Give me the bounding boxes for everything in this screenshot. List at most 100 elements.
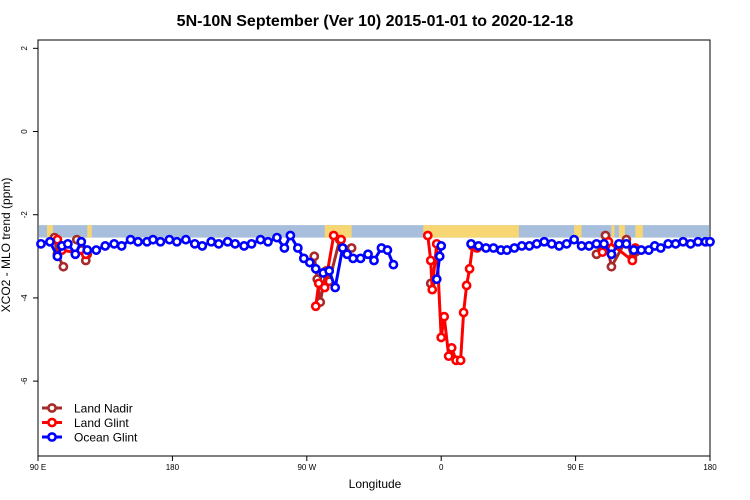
data-point (206, 236, 217, 247)
data-point (636, 245, 647, 255)
data-point (171, 236, 182, 247)
y-axis-label: XCO2 - MLO trend (ppm) (0, 178, 13, 313)
data-point (36, 238, 46, 249)
legend-marker (47, 403, 57, 413)
series-layer (36, 230, 715, 366)
data-point (76, 236, 87, 247)
data-point (222, 236, 233, 247)
data-point (58, 261, 69, 272)
plot-frame (37, 39, 711, 457)
data-point (621, 238, 632, 249)
data-point (481, 243, 491, 253)
x-tick-label: 90 W (297, 463, 316, 472)
data-point (324, 265, 335, 276)
data-point (272, 232, 282, 243)
land-segment (611, 225, 615, 238)
data-point (431, 274, 442, 285)
data-point (531, 238, 542, 249)
legend-label: Land Nadir (74, 402, 133, 416)
data-point (678, 236, 689, 247)
series-line (426, 235, 478, 362)
data-point (369, 255, 379, 266)
data-point (133, 236, 143, 247)
data-point (434, 251, 445, 262)
data-point (310, 301, 321, 312)
data-point (239, 241, 249, 251)
data-point (82, 245, 93, 255)
land-segment (574, 225, 582, 238)
x-tick-label: 0 (439, 463, 444, 472)
data-point (255, 234, 266, 245)
background-band (39, 225, 709, 238)
data-point (70, 249, 81, 260)
data-point (546, 238, 557, 249)
data-point (685, 238, 696, 249)
data-point (524, 241, 535, 251)
data-point (246, 238, 257, 249)
data-point (436, 332, 447, 343)
ocean-band (39, 225, 709, 238)
land-segment (423, 225, 519, 238)
data-point (705, 236, 715, 247)
data-point (109, 238, 120, 249)
data-point (164, 234, 175, 245)
chart-title: 5N-10N September (Ver 10) 2015-01-01 to … (177, 13, 574, 30)
data-point (539, 236, 550, 247)
data-point (304, 257, 315, 268)
legend-label: Land Glint (74, 416, 129, 430)
data-point (455, 355, 466, 366)
data-point (279, 243, 290, 253)
data-point (125, 234, 136, 245)
data-point (116, 241, 127, 251)
data-point (466, 238, 476, 249)
data-point (443, 351, 454, 362)
series-ocean-glint (36, 230, 715, 293)
data-point (606, 261, 617, 272)
data-point (436, 241, 447, 251)
data-point (561, 238, 572, 249)
legend-marker (47, 417, 57, 428)
data-point (100, 241, 111, 251)
data-point (285, 230, 296, 241)
data-point (355, 253, 366, 264)
data-point (52, 251, 63, 262)
data-point (348, 253, 358, 264)
land-segment (635, 225, 643, 238)
data-point (425, 255, 436, 266)
data-point (614, 238, 624, 249)
data-point (319, 282, 330, 293)
data-point (363, 249, 373, 260)
data-point (213, 238, 224, 249)
y-axis: 2 0 -2 -4 -6 (20, 46, 38, 385)
x-tick-label: 90 E (30, 463, 46, 472)
land-segment (46, 225, 53, 238)
data-point (346, 243, 357, 253)
data-point (439, 311, 450, 322)
data-point (599, 238, 609, 249)
y-tick-label: -6 (20, 377, 29, 385)
plot-area (36, 39, 715, 457)
land-segment (618, 225, 625, 238)
data-point (388, 259, 399, 270)
data-point (148, 234, 158, 245)
x-axis-label: Longitude (349, 477, 402, 491)
x-tick-label: 180 (166, 463, 180, 472)
data-point (309, 251, 320, 262)
data-point (328, 230, 339, 241)
data-point (62, 238, 73, 249)
data-point (554, 241, 565, 251)
data-point (628, 245, 639, 255)
data-point (627, 255, 638, 266)
data-point (197, 241, 208, 251)
data-point (336, 234, 347, 245)
data-point (670, 238, 681, 249)
data-point (516, 241, 527, 251)
data-point (263, 236, 273, 247)
data-point (655, 243, 666, 253)
data-point (473, 241, 484, 251)
data-point (422, 230, 433, 241)
data-point (584, 241, 594, 251)
data-point (292, 243, 303, 253)
